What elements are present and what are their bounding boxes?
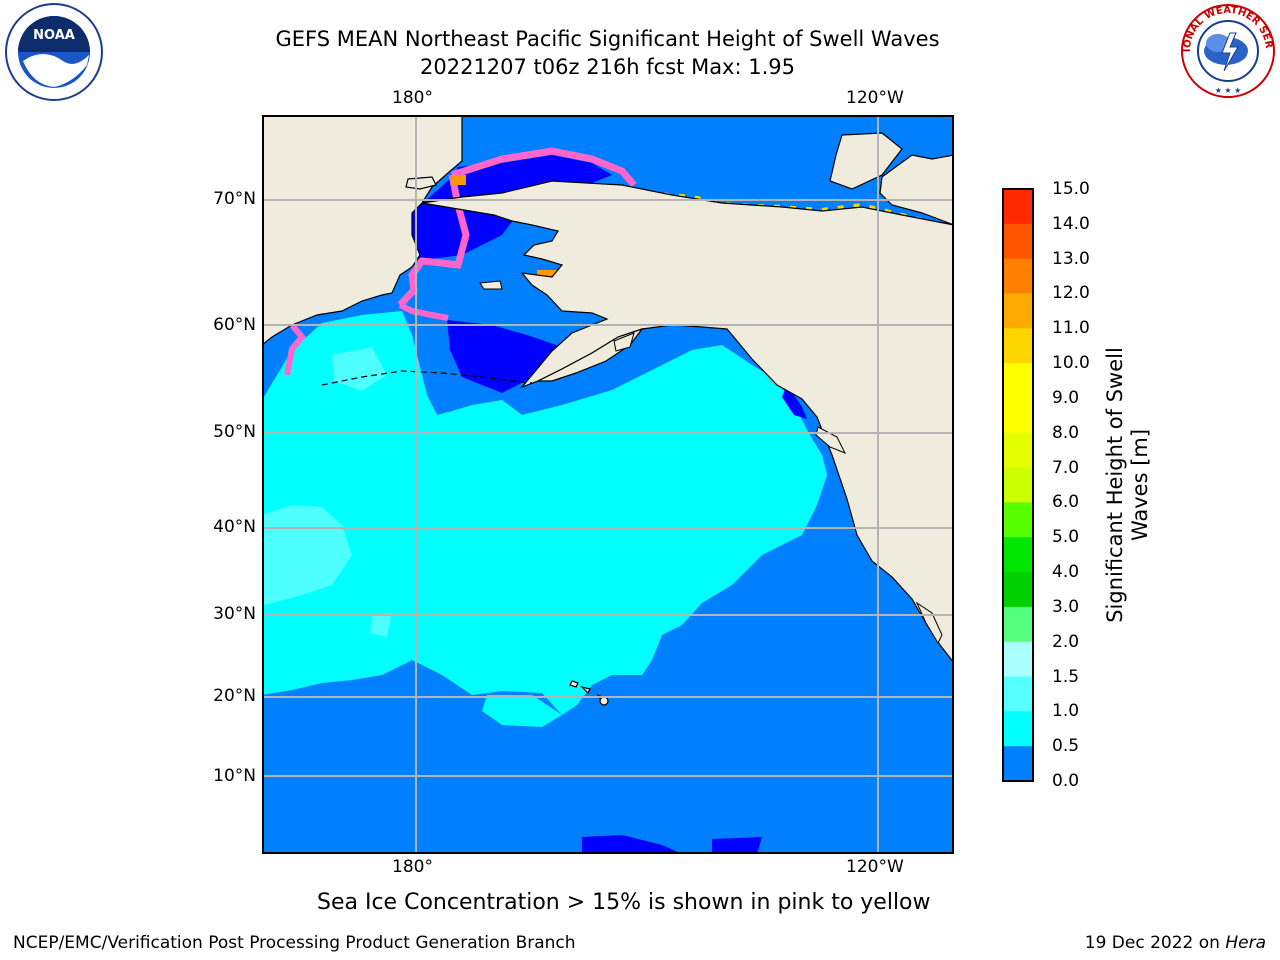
colorbar-title-line1: Significant Height of Swell	[1103, 347, 1127, 623]
colorbar-cell	[1003, 572, 1033, 608]
swell-region-1.5-2.0-c	[370, 613, 392, 637]
colorbar-tick-label: 7.0	[1052, 457, 1080, 478]
map-title: GEFS MEAN Northeast Pacific Significant …	[275, 27, 940, 51]
colorbar-tick-label: 0.5	[1052, 736, 1080, 757]
swell-region-0-0.5-chukchi	[457, 155, 612, 235]
svg-text:★ ★ ★: ★ ★ ★	[1215, 86, 1242, 95]
lat-label-10n: 10°N	[213, 766, 256, 786]
colorbar-cell	[1003, 397, 1033, 434]
footer-date-text: 19 Dec 2022 on	[1084, 933, 1220, 953]
colorbar-tick-label: 4.0	[1052, 562, 1080, 583]
swell-region-0-0.5-south-b	[712, 837, 762, 854]
colorbar-cell	[1003, 641, 1033, 678]
land-russia	[262, 115, 463, 346]
colorbar-cell	[1003, 502, 1033, 538]
swell-region-0-0.5-gulf	[782, 385, 807, 419]
land-wrangel-island	[405, 176, 437, 190]
colorbar-title-line2: Waves [m]	[1128, 428, 1152, 542]
colorbar-tick-label: 13.0	[1052, 248, 1090, 269]
land-arctic-island-2	[879, 154, 954, 226]
lat-label-70n: 70°N	[213, 189, 256, 209]
lat-label-50n: 50°N	[213, 422, 256, 442]
swell-region-1.0-1.5-south	[482, 695, 562, 727]
lat-label-30n: 30°N	[213, 604, 256, 624]
sea-ice-orange-patch	[452, 175, 466, 185]
footer-host: Hera	[1225, 933, 1266, 953]
colorbar-tick-label: 9.0	[1052, 387, 1080, 408]
land-st-lawrence-island	[479, 280, 503, 290]
lon-label-120w-bottom: 120°W	[846, 857, 904, 877]
colorbar	[1002, 188, 1034, 782]
map-frame	[262, 115, 954, 854]
colorbar-cell	[1003, 606, 1033, 643]
colorbar-tick-label: 12.0	[1052, 283, 1090, 304]
land-baja	[915, 601, 943, 645]
noaa-logo-text: NOAA	[33, 28, 75, 43]
colorbar-tick-label: 14.0	[1052, 213, 1090, 234]
lon-label-120w-top: 120°W	[846, 88, 904, 108]
map-subtitle: 20221207 t06z 216h fcst Max: 1.95	[420, 55, 795, 79]
sea-ice-note: Sea Ice Concentration > 15% is shown in …	[317, 890, 931, 915]
colorbar-cell	[1003, 189, 1033, 225]
noaa-logo: NOAA	[5, 3, 103, 101]
colorbar-tick-label: 5.0	[1052, 527, 1080, 548]
nws-logo: NATIONAL WEATHER SERVICE ★ ★ ★	[1178, 3, 1275, 98]
colorbar-cell	[1003, 293, 1033, 329]
graticule	[262, 115, 954, 854]
colorbar-cell	[1003, 711, 1033, 747]
lon-label-180-top: 180°	[392, 88, 433, 108]
land-kodiak	[613, 332, 635, 352]
colorbar-tick-label: 0.0	[1052, 771, 1080, 791]
colorbar-cell	[1003, 432, 1033, 469]
swell-height-map	[262, 115, 954, 854]
colorbar-cell	[1003, 676, 1033, 712]
colorbar-tick-label: 1.5	[1052, 666, 1080, 687]
sea-ice-orange-patch-b	[537, 270, 559, 276]
footer-date: 19 Dec 2022 on Hera	[1085, 933, 1266, 953]
sea-ice-bering-west	[284, 302, 449, 376]
colorbar-cell	[1003, 537, 1033, 573]
colorbar-cell	[1003, 363, 1033, 399]
colorbar-tick-label: 3.0	[1052, 596, 1080, 617]
colorbar-tick-label: 2.0	[1052, 631, 1080, 652]
land-arctic-island-1	[829, 132, 903, 190]
colorbar-tick-label: 1.0	[1052, 701, 1080, 722]
colorbar-cell	[1003, 223, 1033, 260]
lat-label-20n: 20°N	[213, 686, 256, 706]
land-aleutian-islands	[321, 370, 533, 386]
footer-credit: NCEP/EMC/Verification Post Processing Pr…	[13, 933, 576, 953]
sea-ice-yellow-edge	[646, 191, 943, 227]
lon-label-180-bottom: 180°	[392, 857, 433, 877]
colorbar-tick-label: 11.0	[1052, 318, 1090, 339]
lat-label-40n: 40°N	[213, 517, 256, 537]
colorbar-cell	[1003, 467, 1033, 503]
colorbar-cell	[1003, 328, 1033, 364]
colorbar-tick-label: 10.0	[1052, 353, 1090, 374]
lat-label-60n: 60°N	[213, 315, 256, 335]
sea-ice-chukchi	[397, 147, 637, 308]
swell-region-1.5-2.0	[262, 505, 352, 605]
colorbar-tick-label: 15.0	[1052, 179, 1090, 199]
colorbar-cell	[1003, 746, 1033, 782]
swell-region-0-0.5-south	[582, 835, 682, 854]
colorbar-tick-label: 8.0	[1052, 422, 1080, 443]
colorbar-title: Significant Height of Swell Waves [m]	[1103, 347, 1153, 623]
colorbar-cell	[1003, 258, 1033, 294]
colorbar-tick-label: 6.0	[1052, 492, 1080, 513]
